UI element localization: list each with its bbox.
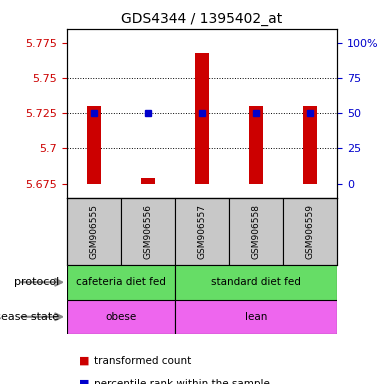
Bar bbox=[175, 198, 229, 265]
Text: GSM906558: GSM906558 bbox=[252, 204, 260, 259]
Bar bbox=[229, 198, 283, 265]
Bar bbox=[249, 106, 263, 184]
Bar bbox=[67, 300, 175, 334]
Bar bbox=[121, 198, 175, 265]
Text: disease state: disease state bbox=[0, 312, 59, 322]
Title: GDS4344 / 1395402_at: GDS4344 / 1395402_at bbox=[121, 12, 283, 26]
Bar bbox=[195, 53, 209, 184]
Text: protocol: protocol bbox=[14, 277, 59, 287]
Bar bbox=[87, 106, 101, 184]
Text: obese: obese bbox=[105, 312, 137, 322]
Text: transformed count: transformed count bbox=[94, 356, 191, 366]
Text: GSM906559: GSM906559 bbox=[306, 204, 314, 259]
Bar bbox=[141, 178, 155, 184]
Text: ■: ■ bbox=[79, 379, 89, 384]
Text: ■: ■ bbox=[79, 356, 89, 366]
Bar bbox=[67, 198, 121, 265]
Bar bbox=[175, 300, 337, 334]
Bar bbox=[283, 198, 337, 265]
Bar bbox=[67, 265, 175, 300]
Text: GSM906556: GSM906556 bbox=[144, 204, 152, 259]
Text: cafeteria diet fed: cafeteria diet fed bbox=[76, 277, 166, 287]
Bar bbox=[303, 106, 317, 184]
Text: lean: lean bbox=[245, 312, 267, 322]
Bar bbox=[175, 265, 337, 300]
Text: GSM906555: GSM906555 bbox=[90, 204, 98, 259]
Text: percentile rank within the sample: percentile rank within the sample bbox=[94, 379, 270, 384]
Text: GSM906557: GSM906557 bbox=[198, 204, 206, 259]
Text: standard diet fed: standard diet fed bbox=[211, 277, 301, 287]
